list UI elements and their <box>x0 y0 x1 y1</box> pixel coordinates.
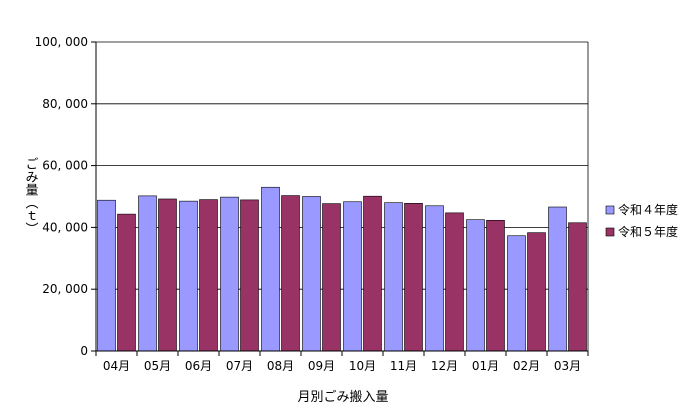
bar-series-1 <box>384 202 403 352</box>
y-tick-label: 0 <box>80 344 88 358</box>
bar-series-1 <box>425 205 444 352</box>
bar-series-2 <box>117 213 136 352</box>
y-tick-label: 80, 000 <box>42 97 88 111</box>
bar-series-2 <box>445 212 464 352</box>
x-tick-label: 03月 <box>554 359 581 373</box>
bars <box>97 186 587 352</box>
x-tick-label: 05月 <box>144 359 171 373</box>
x-tick-label: 07月 <box>226 359 253 373</box>
bar-series-1 <box>548 206 567 352</box>
bar-series-2 <box>281 195 300 352</box>
axes <box>91 41 589 356</box>
bar-series-1 <box>507 235 526 352</box>
bar-series-2 <box>486 219 505 352</box>
bar-series-2 <box>568 222 587 352</box>
x-tick-label: 08月 <box>267 359 294 373</box>
x-tick-label: 12月 <box>431 359 458 373</box>
bar-series-1 <box>138 195 157 352</box>
bar-series-1 <box>97 199 116 352</box>
bar-series-2 <box>404 202 423 352</box>
x-tick-label: 04月 <box>103 359 130 373</box>
bar-series-1 <box>261 186 280 352</box>
y-tick-label: 20, 000 <box>42 282 88 296</box>
bar-series-2 <box>322 203 341 352</box>
bar-series-1 <box>343 201 362 352</box>
y-tick-label: 40, 000 <box>42 220 88 234</box>
bar-series-1 <box>220 196 239 352</box>
legend-label: 令和４年度 <box>618 202 678 217</box>
bar-series-2 <box>158 198 177 352</box>
x-tick-label: 01月 <box>472 359 499 373</box>
legend-swatch <box>605 227 615 237</box>
x-axis-label: 月別ごみ搬入量 <box>297 389 388 405</box>
x-tick-label: 02月 <box>513 359 540 373</box>
x-tick-label: 09月 <box>308 359 335 373</box>
bar-series-1 <box>179 200 198 352</box>
bar-series-2 <box>363 195 382 352</box>
bar-series-2 <box>199 199 218 352</box>
y-tick-labels: 0 20, 000 40, 000 60, 000 80, 000 100, 000 <box>35 35 88 358</box>
y-axis-label: ごみ量（ｔ） <box>23 157 39 235</box>
x-tick-labels: 04月 05月 06月 07月 08月 09月 10月 11月 12月 01月 02月 03月 <box>103 359 581 373</box>
bar-series-2 <box>240 199 259 352</box>
bar-series-1 <box>466 219 485 352</box>
x-tick-label: 06月 <box>185 359 212 373</box>
y-tick-label: 60, 000 <box>42 159 88 173</box>
legend-swatch <box>605 205 615 215</box>
x-tick-label: 10月 <box>349 359 376 373</box>
bar-series-2 <box>527 232 546 352</box>
legend-label: 令和５年度 <box>618 224 678 239</box>
y-tick-label: 100, 000 <box>35 35 88 49</box>
bar-series-1 <box>302 196 321 352</box>
x-tick-label: 11月 <box>390 359 417 373</box>
gridlines <box>96 41 588 290</box>
